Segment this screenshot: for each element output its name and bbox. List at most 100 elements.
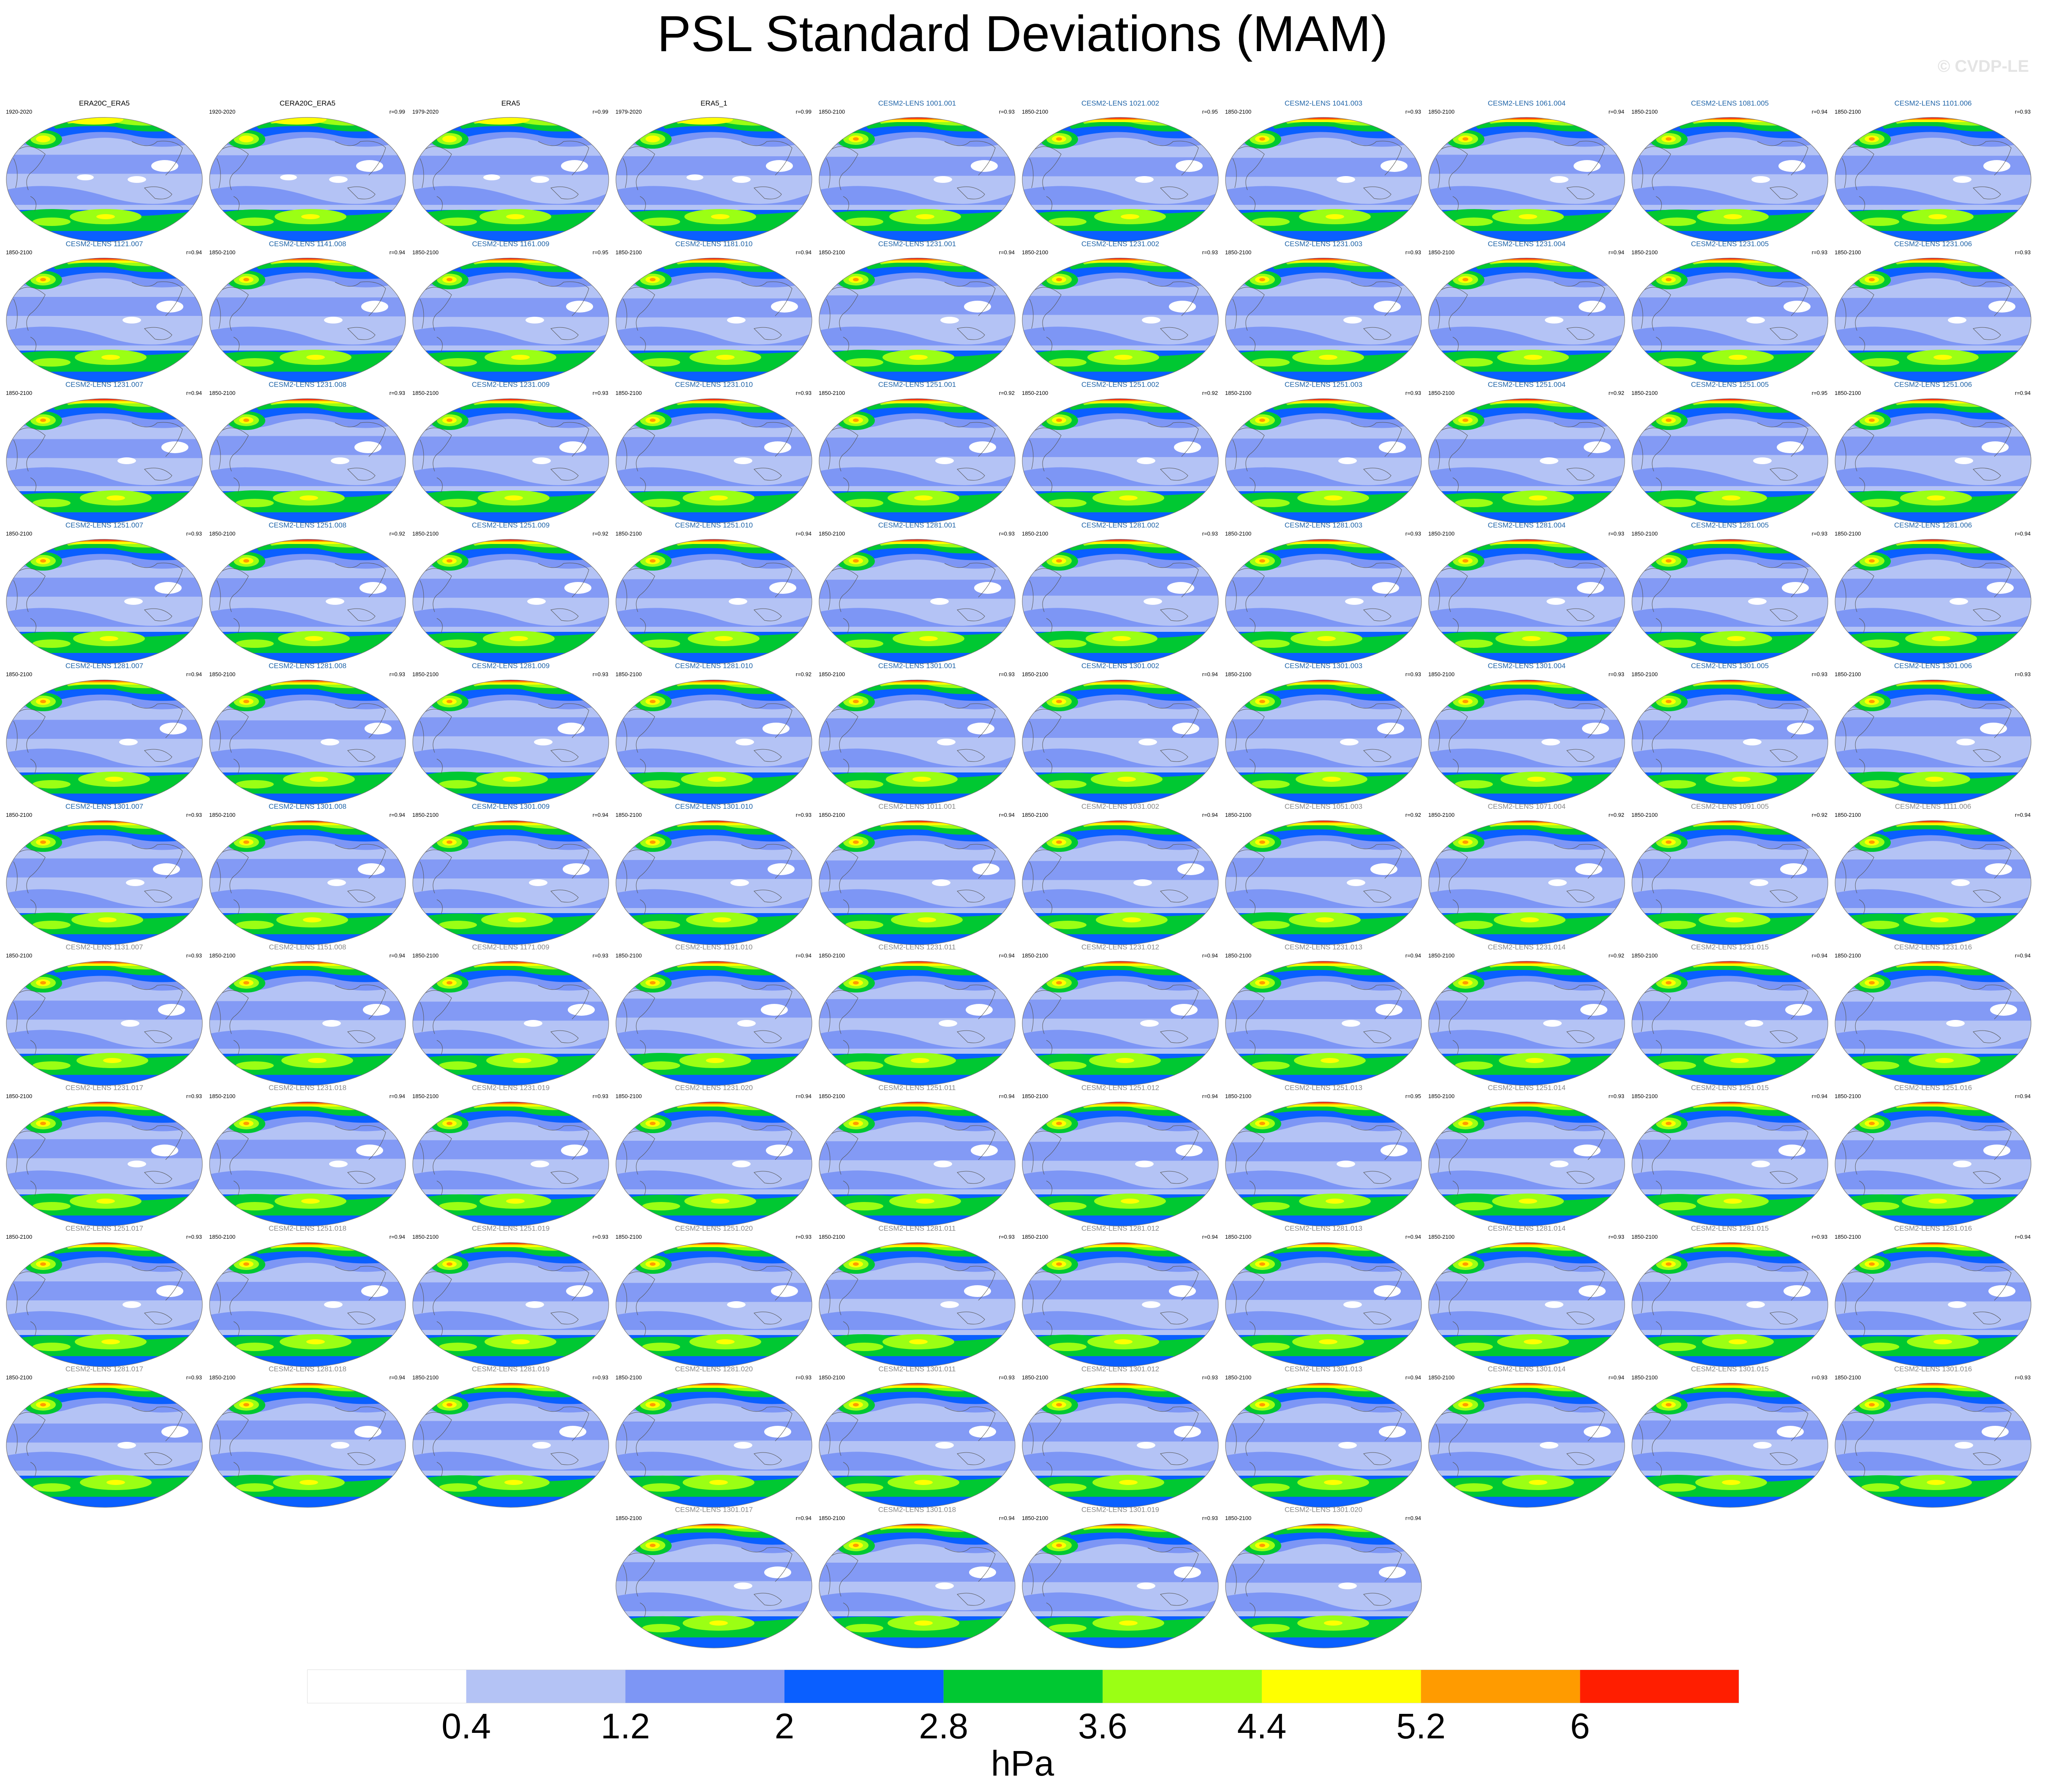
world-map-contour-plot — [615, 258, 812, 383]
map-panel: CESM2-LENS 1231.018 1850-2100 r=0.94 — [208, 1084, 407, 1227]
panel-years: 1850-2100 — [1428, 109, 1455, 115]
panel-title: CESM2-LENS 1231.017 — [65, 1084, 144, 1092]
world-map-contour-plot — [615, 961, 812, 1086]
world-map-contour-plot — [1835, 117, 2031, 242]
panel-years: 1850-2100 — [1022, 109, 1048, 115]
map-panel: CESM2-LENS 1231.009 1850-2100 r=0.93 — [411, 381, 610, 524]
panel-pattern-correlation: r=0.93 — [2015, 249, 2031, 256]
panel-title: CESM2-LENS 1151.008 — [269, 943, 346, 951]
panel-years: 1850-2100 — [6, 530, 33, 537]
map-panel: CESM2-LENS 1251.007 1850-2100 r=0.93 — [5, 521, 204, 665]
panel-pattern-correlation: r=0.94 — [1811, 109, 1827, 115]
panel-pattern-correlation: r=0.94 — [2015, 812, 2031, 818]
colorbar-tick-label: 1.2 — [600, 1706, 650, 1746]
world-map-contour-plot — [6, 820, 203, 945]
panel-pattern-correlation: r=0.93 — [1608, 1093, 1624, 1099]
map-panel: CESM2-LENS 1281.017 1850-2100 r=0.93 — [5, 1365, 204, 1509]
panel-years: 1850-2100 — [1835, 109, 1861, 115]
panel-years: 1979-2020 — [412, 109, 439, 115]
panel-years: 1850-2100 — [1428, 249, 1455, 256]
panel-years: 1920-2020 — [209, 109, 236, 115]
world-map-contour-plot — [209, 398, 406, 523]
panel-title: CESM2-LENS 1281.018 — [268, 1365, 347, 1373]
panel-pattern-correlation: r=0.94 — [2015, 952, 2031, 959]
panel-pattern-correlation: r=0.93 — [1202, 530, 1218, 537]
world-map-contour-plot — [1631, 820, 1828, 945]
panel-years: 1850-2100 — [1225, 671, 1252, 677]
world-map-contour-plot — [1225, 1383, 1422, 1508]
map-panel: CESM2-LENS 1251.009 1850-2100 r=0.92 — [411, 521, 610, 665]
world-map-contour-plot — [412, 1242, 609, 1367]
panel-title: CESM2-LENS 1231.003 — [1284, 240, 1363, 248]
world-map-contour-plot — [1631, 117, 1828, 242]
panel-years: 1850-2100 — [1631, 671, 1658, 677]
map-panel: CESM2-LENS 1101.006 1850-2100 r=0.93 — [1834, 99, 2032, 243]
panel-years: 1850-2100 — [1835, 1234, 1861, 1240]
world-map-contour-plot — [819, 1242, 1016, 1367]
map-panel: ERA20C_ERA5 1920-2020 — [5, 99, 204, 243]
world-map-contour-plot — [1022, 820, 1219, 945]
panel-pattern-correlation: r=0.95 — [1202, 109, 1218, 115]
map-panel: CESM2-LENS 1231.008 1850-2100 r=0.93 — [208, 381, 407, 524]
panel-years: 1850-2100 — [1022, 1374, 1048, 1381]
panel-years: 1850-2100 — [615, 812, 642, 818]
panel-title: CESM2-LENS 1301.009 — [471, 802, 550, 810]
world-map-contour-plot — [1428, 961, 1625, 1086]
map-panel: CESM2-LENS 1281.011 1850-2100 r=0.93 — [818, 1224, 1016, 1368]
panel-years: 1850-2100 — [6, 812, 33, 818]
world-map-contour-plot — [1631, 680, 1828, 805]
panel-title: CESM2-LENS 1301.013 — [1284, 1365, 1363, 1373]
world-map-contour-plot — [412, 539, 609, 664]
panel-pattern-correlation: r=0.94 — [389, 812, 405, 818]
panel-pattern-correlation: r=0.94 — [1405, 1234, 1421, 1240]
world-map-contour-plot — [6, 398, 203, 523]
panel-title: CESM2-LENS 1251.006 — [1894, 381, 1972, 389]
panel-pattern-correlation: r=0.93 — [1202, 1374, 1218, 1381]
panel-title: CESM2-LENS 1251.013 — [1284, 1084, 1363, 1092]
panel-years: 1850-2100 — [1631, 1093, 1658, 1099]
world-map-contour-plot — [1022, 680, 1219, 805]
panel-title: CESM2-LENS 1301.018 — [878, 1506, 956, 1514]
colorbar-swatch — [466, 1670, 626, 1703]
world-map-contour-plot — [1631, 1383, 1828, 1508]
panel-pattern-correlation: r=0.93 — [592, 1093, 608, 1099]
panel-years: 1850-2100 — [1835, 812, 1861, 818]
panel-years: 1979-2020 — [615, 109, 642, 115]
world-map-contour-plot — [1022, 961, 1219, 1086]
map-panel: CESM2-LENS 1301.009 1850-2100 r=0.94 — [411, 802, 610, 946]
panel-pattern-correlation: r=0.92 — [389, 530, 405, 537]
map-panel: CESM2-LENS 1251.015 1850-2100 r=0.94 — [1631, 1084, 1829, 1227]
map-panel: CESM2-LENS 1031.002 1850-2100 r=0.94 — [1021, 802, 1220, 946]
world-map-contour-plot — [1631, 1101, 1828, 1226]
panel-title: CESM2-LENS 1231.018 — [268, 1084, 347, 1092]
panel-years: 1850-2100 — [1225, 952, 1252, 959]
panel-title: CESM2-LENS 1281.011 — [878, 1224, 956, 1232]
panel-title: CESM2-LENS 1281.009 — [471, 662, 550, 670]
panel-years: 1850-2100 — [819, 1093, 845, 1099]
colorbar-units: hPa — [991, 1743, 1054, 1783]
map-panel: CESM2-LENS 1231.020 1850-2100 r=0.94 — [615, 1084, 813, 1227]
panel-pattern-correlation: r=0.93 — [2015, 671, 2031, 677]
world-map-contour-plot — [209, 820, 406, 945]
map-panel: CESM2-LENS 1301.004 1850-2100 r=0.93 — [1427, 662, 1626, 805]
map-panel: CESM2-LENS 1301.013 1850-2100 r=0.94 — [1224, 1365, 1423, 1509]
panel-pattern-correlation: r=0.94 — [795, 1515, 811, 1521]
panel-title: CESM2-LENS 1251.010 — [675, 521, 753, 529]
panel-title: CESM2-LENS 1251.011 — [878, 1084, 956, 1092]
panel-years: 1850-2100 — [209, 390, 236, 396]
panel-pattern-correlation: r=0.94 — [1202, 952, 1218, 959]
colorbar-tick-label: 2 — [774, 1706, 795, 1746]
map-panel: CESM2-LENS 1281.013 1850-2100 r=0.94 — [1224, 1224, 1423, 1368]
world-map-contour-plot — [819, 117, 1016, 242]
world-map-contour-plot — [1225, 117, 1422, 242]
map-panel: CESM2-LENS 1281.015 1850-2100 r=0.93 — [1631, 1224, 1829, 1368]
world-map-contour-plot — [209, 1383, 406, 1508]
panel-title: CESM2-LENS 1061.004 — [1487, 99, 1566, 107]
world-map-contour-plot — [209, 258, 406, 383]
panel-years: 1850-2100 — [1631, 1374, 1658, 1381]
panel-title: CESM2-LENS 1281.003 — [1284, 521, 1363, 529]
panel-years: 1850-2100 — [1631, 952, 1658, 959]
world-map-contour-plot — [209, 1101, 406, 1226]
panel-years: 1850-2100 — [1022, 671, 1048, 677]
panel-years: 1850-2100 — [1022, 390, 1048, 396]
